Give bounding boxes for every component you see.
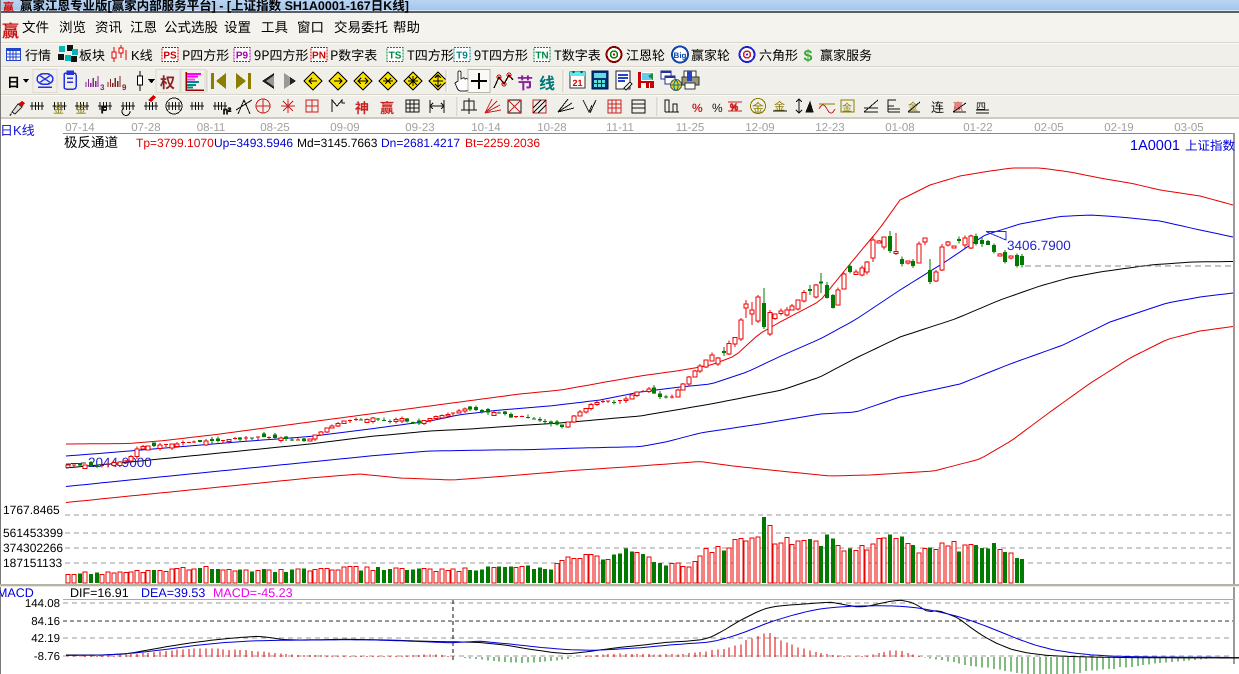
svg-text:07-28: 07-28 <box>131 122 160 134</box>
svg-text:n²: n² <box>223 106 231 116</box>
svg-text:08-11: 08-11 <box>197 122 226 134</box>
svg-text:561453399: 561453399 <box>3 526 63 540</box>
svg-text:]: ] <box>405 0 409 13</box>
svg-text:1767.8465: 1767.8465 <box>3 503 60 517</box>
svg-text:TS: TS <box>389 51 402 62</box>
svg-text:374302266: 374302266 <box>3 541 63 555</box>
svg-text:21: 21 <box>572 78 582 88</box>
svg-text:01-22: 01-22 <box>963 122 992 134</box>
svg-text:07-14: 07-14 <box>65 122 95 134</box>
svg-text:03-05: 03-05 <box>1174 122 1203 134</box>
svg-text:84.16: 84.16 <box>31 616 60 628</box>
svg-text:%: % <box>712 101 723 115</box>
svg-text:MACD=-45.23: MACD=-45.23 <box>213 586 293 600</box>
svg-text:08-25: 08-25 <box>260 122 289 134</box>
svg-text:42.19: 42.19 <box>31 633 60 645</box>
svg-text:Md=3145.7663: Md=3145.7663 <box>297 136 378 150</box>
svg-text:$: $ <box>804 48 813 65</box>
svg-text:3: 3 <box>100 83 105 92</box>
svg-text:11-25: 11-25 <box>676 122 705 134</box>
svg-text:02-05: 02-05 <box>1034 122 1063 134</box>
svg-text:K: K <box>131 48 140 63</box>
svg-text:12-23: 12-23 <box>815 122 844 134</box>
svg-text:DEA=39.53: DEA=39.53 <box>141 586 205 600</box>
svg-text:PN: PN <box>312 51 326 62</box>
svg-text:P9: P9 <box>236 51 249 62</box>
svg-text:PS: PS <box>163 51 177 62</box>
svg-text:Big: Big <box>674 51 687 60</box>
svg-text:02-19: 02-19 <box>1104 122 1133 134</box>
svg-text:K: K <box>13 123 22 138</box>
svg-text:F: F <box>101 105 107 115</box>
svg-text:09-23: 09-23 <box>405 122 434 134</box>
svg-text:Up=3493.5946: Up=3493.5946 <box>214 136 293 150</box>
svg-text:Bt=2259.2036: Bt=2259.2036 <box>465 136 540 150</box>
svg-text:Tp=3799.1070: Tp=3799.1070 <box>136 136 214 150</box>
svg-text:[: [ <box>108 0 113 13</box>
svg-text:01-08: 01-08 <box>885 122 914 134</box>
svg-text:T9: T9 <box>456 51 468 62</box>
svg-text:K: K <box>383 0 392 13</box>
svg-text:-8.76: -8.76 <box>34 651 60 663</box>
svg-text:%: % <box>692 101 703 115</box>
svg-text:187151133: 187151133 <box>3 556 63 570</box>
svg-text:SH1A0001-167: SH1A0001-167 <box>281 0 371 13</box>
svg-text:3406.7900: 3406.7900 <box>1007 238 1071 253</box>
svg-text:11-11: 11-11 <box>606 122 634 134</box>
svg-text:144.08: 144.08 <box>25 598 60 610</box>
svg-text:12-09: 12-09 <box>745 122 774 134</box>
svg-text:] - [: ] - [ <box>212 0 232 13</box>
svg-text:10-14: 10-14 <box>471 122 501 134</box>
svg-text:10-28: 10-28 <box>537 122 566 134</box>
svg-text:1A0001: 1A0001 <box>1130 138 1180 154</box>
svg-text:%: % <box>730 102 738 112</box>
svg-text:9: 9 <box>122 83 127 92</box>
svg-text:MACD: MACD <box>0 586 34 600</box>
svg-text:TN: TN <box>535 51 548 62</box>
svg-text:Dn=2681.4217: Dn=2681.4217 <box>381 136 460 150</box>
svg-text:09-09: 09-09 <box>330 122 359 134</box>
svg-text:DIF=16.91: DIF=16.91 <box>70 586 129 600</box>
